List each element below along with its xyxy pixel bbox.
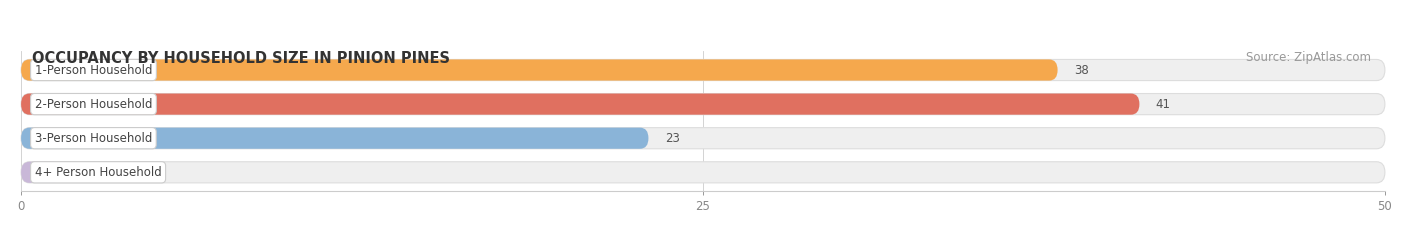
Text: 3-Person Household: 3-Person Household <box>35 132 152 145</box>
Text: 23: 23 <box>665 132 679 145</box>
FancyBboxPatch shape <box>21 162 62 183</box>
FancyBboxPatch shape <box>21 162 1385 183</box>
FancyBboxPatch shape <box>21 128 648 149</box>
Text: 4+ Person Household: 4+ Person Household <box>35 166 162 179</box>
Text: 41: 41 <box>1156 98 1171 111</box>
FancyBboxPatch shape <box>21 59 1057 81</box>
FancyBboxPatch shape <box>21 59 1385 81</box>
Text: OCCUPANCY BY HOUSEHOLD SIZE IN PINION PINES: OCCUPANCY BY HOUSEHOLD SIZE IN PINION PI… <box>32 51 450 66</box>
Text: 2-Person Household: 2-Person Household <box>35 98 152 111</box>
Text: 1-Person Household: 1-Person Household <box>35 64 152 76</box>
FancyBboxPatch shape <box>21 93 1385 115</box>
Text: 38: 38 <box>1074 64 1088 76</box>
Text: 0: 0 <box>79 166 86 179</box>
FancyBboxPatch shape <box>21 93 1139 115</box>
Text: Source: ZipAtlas.com: Source: ZipAtlas.com <box>1246 51 1371 64</box>
FancyBboxPatch shape <box>21 128 1385 149</box>
